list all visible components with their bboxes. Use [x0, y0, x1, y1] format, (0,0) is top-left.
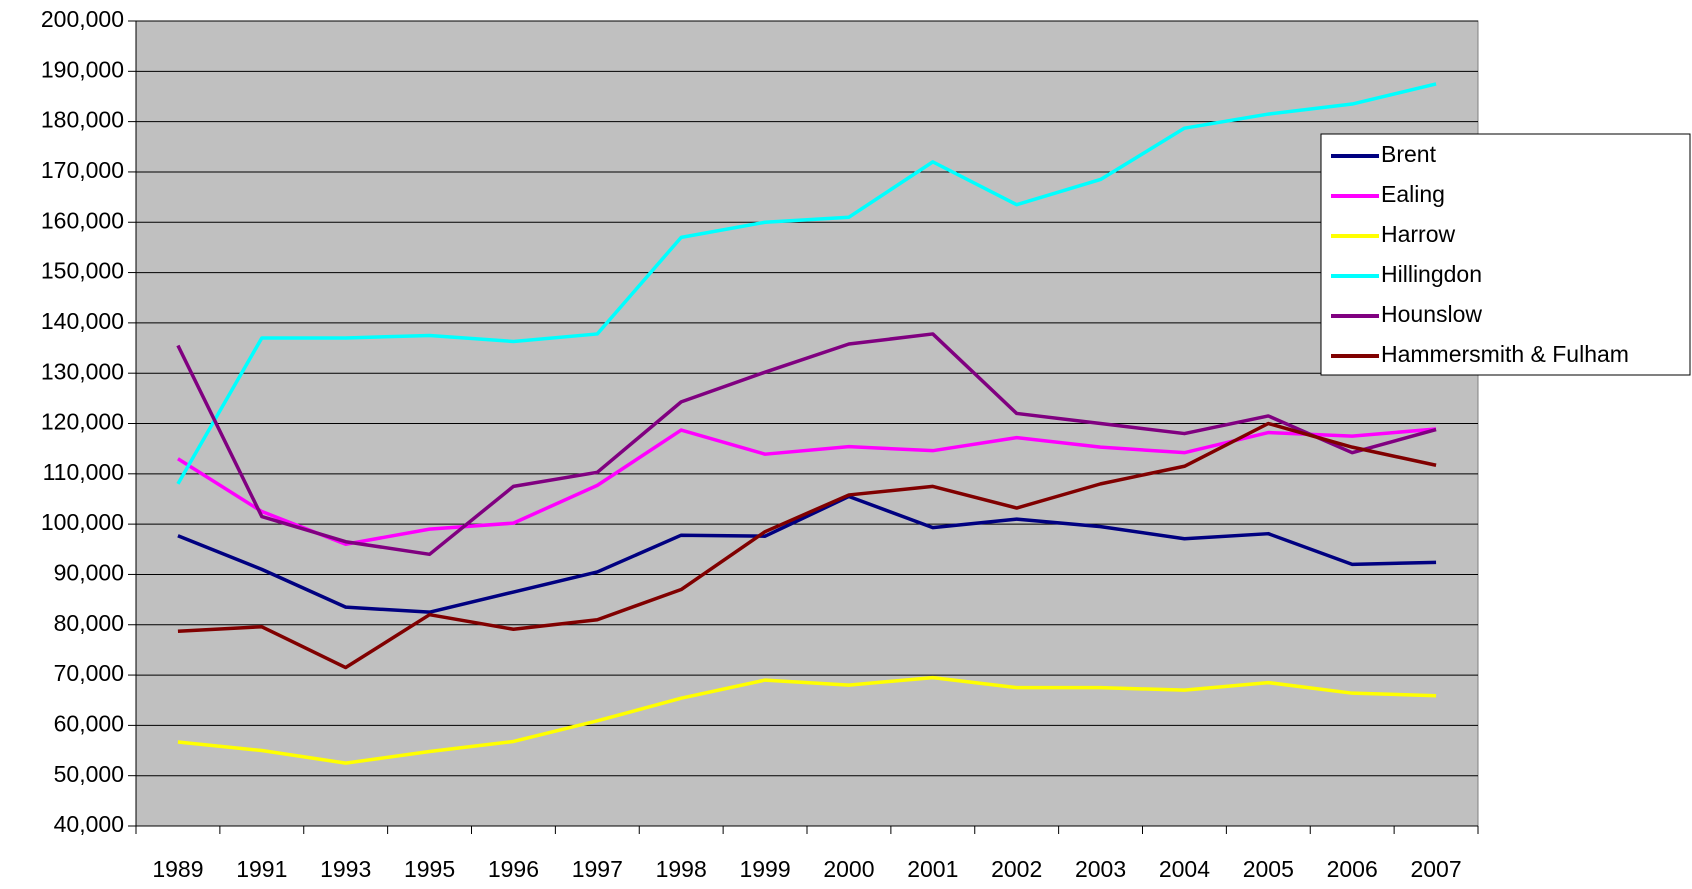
y-tick-label: 160,000 — [41, 207, 124, 233]
x-tick-label: 2005 — [1243, 856, 1294, 882]
x-tick-label: 2006 — [1327, 856, 1378, 882]
x-tick-label: 2007 — [1410, 856, 1461, 882]
legend-label: Brent — [1381, 141, 1437, 167]
series-line — [176, 332, 1437, 557]
x-tick-label: 1993 — [320, 856, 371, 882]
y-tick-label: 170,000 — [41, 157, 124, 183]
series-line — [177, 427, 1437, 546]
x-tick-label: 1991 — [236, 856, 287, 882]
series-line — [177, 675, 1437, 765]
x-tick-label: 1999 — [739, 856, 790, 882]
y-tick-label: 70,000 — [54, 660, 124, 686]
x-tick-label: 2001 — [907, 856, 958, 882]
series-line — [177, 421, 1437, 670]
legend-label: Hammersmith & Fulham — [1381, 341, 1629, 367]
x-tick-label: 1997 — [572, 856, 623, 882]
y-tick-label: 180,000 — [41, 107, 124, 133]
y-tick-label: 120,000 — [41, 409, 124, 435]
y-tick-label: 90,000 — [54, 560, 124, 586]
legend-label: Hillingdon — [1381, 261, 1482, 287]
series-line — [177, 494, 1437, 614]
legend-label: Harrow — [1381, 221, 1456, 247]
legend-label: Ealing — [1381, 181, 1445, 207]
y-tick-label: 50,000 — [54, 761, 124, 787]
y-tick-label: 40,000 — [54, 811, 124, 837]
x-tick-label: 1995 — [404, 856, 455, 882]
x-tick-label: 1989 — [152, 856, 203, 882]
y-tick-label: 190,000 — [41, 56, 124, 82]
y-tick-label: 100,000 — [41, 509, 124, 535]
x-tick-label: 1998 — [656, 856, 707, 882]
y-tick-label: 130,000 — [41, 358, 124, 384]
y-tick-label: 140,000 — [41, 308, 124, 334]
y-tick-label: 80,000 — [54, 610, 124, 636]
y-tick-label: 110,000 — [43, 459, 124, 485]
y-tick-label: 60,000 — [54, 710, 124, 736]
x-tick-label: 1996 — [488, 856, 539, 882]
y-tick-label: 200,000 — [41, 6, 124, 32]
x-tick-label: 2004 — [1159, 856, 1210, 882]
y-tick-label: 150,000 — [41, 258, 124, 284]
legend-box — [1320, 133, 1691, 376]
x-tick-label: 2002 — [991, 856, 1042, 882]
legend-label: Hounslow — [1381, 301, 1482, 327]
series-line — [176, 82, 1437, 485]
x-tick-label: 2003 — [1075, 856, 1126, 882]
x-tick-label: 2000 — [823, 856, 874, 882]
